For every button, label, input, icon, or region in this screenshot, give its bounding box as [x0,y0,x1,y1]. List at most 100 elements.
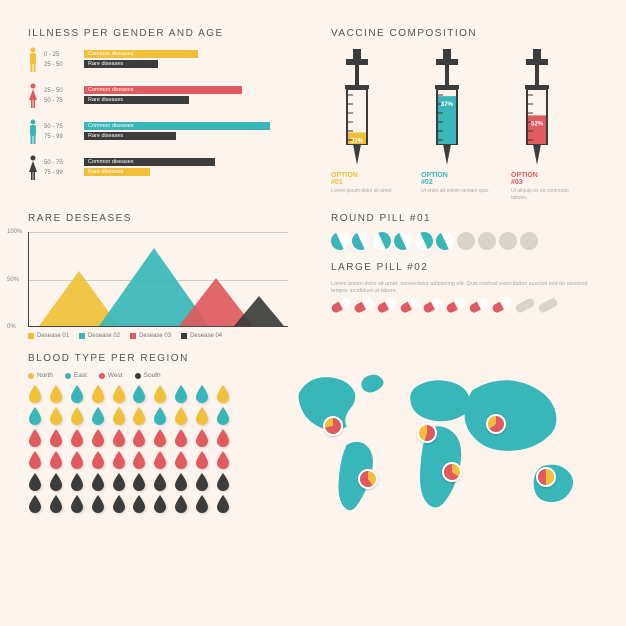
blood-drop-icon [70,451,84,469]
illness-ranges: 50 - 7575 - 99 [44,122,78,142]
illness-bars: Common diseasesRare diseases [84,122,303,142]
vaccine-title: VACCINE COMPOSITION [331,28,598,39]
blood-drop-icon [153,429,167,447]
rare-legend-item: Desease 03 [130,333,171,339]
blood-drop-icon [28,473,42,491]
person-icon [28,83,38,109]
blood-drop-icon [91,385,105,403]
capsule-icon [353,297,375,314]
blood-drop-icon [49,495,63,513]
illness-row: 0 - 2525 - 50 Common diseasesRare diseas… [28,47,303,73]
blood-drop-icon [112,407,126,425]
illness-bar: Common diseases [84,50,198,58]
blood-drop-icon [174,407,188,425]
round-pill-icon [349,229,373,253]
svg-text:87%: 87% [441,102,454,108]
blood-drop-icon [91,473,105,491]
syringe: 52% OPTION#03 Ut aliquip ex ea commodo l… [511,47,583,201]
rare-legend-item: Desease 04 [181,333,222,339]
svg-text:21%: 21% [351,138,364,144]
map-section [286,353,598,528]
blood-drop-icon [28,385,42,403]
blood-drop-icon [91,451,105,469]
round-pill-icon [475,229,499,253]
blood-drop-icon [195,451,209,469]
blood-drop-icon [70,385,84,403]
rare-title: RARE DESEASES [28,213,303,224]
round-pill-icon [454,229,478,253]
blood-drop-icon [216,473,230,491]
blood-drop-icon [28,451,42,469]
blood-drop-icon [49,473,63,491]
blood-drop-icon [70,473,84,491]
round-pill-row [331,232,598,250]
illness-row: 50 - 7575 - 99 Common diseasesRare disea… [28,155,303,181]
capsule-icon [330,297,352,314]
illness-bar: Rare diseases [84,168,150,176]
blood-drop-icon [216,429,230,447]
blood-drop-icon [49,407,63,425]
capsule-icon [445,297,467,314]
syringe: 21% OPTION#01 Lorem ipsum dolor sit amet… [331,47,403,201]
syringe-option-label: OPTION#03 [511,172,583,186]
syringe-desc: Ut enim ad minim veniam quis. [421,188,493,195]
syringe-desc: Ut aliquip ex ea commodo laboris. [511,188,583,201]
blood-section: BLOOD TYPE PER REGION NorthEastWestSouth [28,353,258,528]
large-pill-desc: Lorem ipsum dolor sit amet, consectetur … [331,281,598,295]
blood-drop-icon [153,451,167,469]
blood-drop-icon [49,385,63,403]
capsule-icon [537,297,559,314]
rare-triangle [234,296,284,326]
capsule-icon [514,297,536,314]
blood-drop-icon [216,385,230,403]
illness-bars: Common diseases Rare diseases [84,50,303,70]
illness-bar: Rare diseases [84,60,158,68]
blood-drop-icon [132,473,146,491]
blood-drop-icon [112,451,126,469]
blood-drop-icon [174,451,188,469]
blood-drop-icon [91,407,105,425]
pills-section: ROUND PILL #01 LARGE PILL #02 Lorem ipsu… [331,213,598,339]
illness-bar: Rare diseases [84,132,176,140]
blood-drop-icon [112,495,126,513]
illness-title: ILLNESS PER GENDER AND AGE [28,28,303,39]
illness-bars: Common diseasesRare diseases [84,86,303,106]
capsule-icon [491,297,513,314]
rare-legend-item: Desease 01 [28,333,69,339]
rare-chart: 0%50%100% [28,232,288,327]
vaccine-section: VACCINE COMPOSITION 21% OPTION#01 Lorem … [331,28,598,201]
blood-drop-icon [174,385,188,403]
large-pill-title: LARGE PILL #02 [331,262,598,273]
blood-drop-icon [132,407,146,425]
blood-drop-icon [153,407,167,425]
blood-drop-icon [195,473,209,491]
illness-row: 25 - 5050 - 75 Common diseasesRare disea… [28,83,303,109]
round-pill-icon [370,229,394,253]
blood-drops [28,385,233,513]
syringe-desc: Lorem ipsum dolor sit amet. [331,188,403,195]
blood-drop-icon [91,495,105,513]
blood-drop-icon [70,407,84,425]
blood-drop-icon [153,495,167,513]
illness-section: ILLNESS PER GENDER AND AGE 0 - 2525 - 50… [28,28,303,201]
blood-drop-icon [195,429,209,447]
blood-drop-icon [70,495,84,513]
blood-legend-item: North [28,372,53,379]
blood-drop-icon [174,495,188,513]
person-icon [28,119,38,145]
blood-drop-icon [28,407,42,425]
rare-legend-item: Desease 02 [79,333,120,339]
round-pill-icon [433,229,457,253]
world-map [286,353,598,528]
round-pill-title: ROUND PILL #01 [331,213,598,224]
illness-bar: Rare diseases [84,96,189,104]
illness-bar: Common diseases [84,158,215,166]
map-pin [358,469,378,489]
capsule-icon [468,297,490,314]
blood-legend-item: South [135,372,161,379]
round-pill-icon [328,229,352,253]
illness-bars: Common diseases Rare diseases [84,158,303,178]
blood-drop-icon [91,429,105,447]
map-pin [536,467,556,487]
blood-drop-icon [174,473,188,491]
